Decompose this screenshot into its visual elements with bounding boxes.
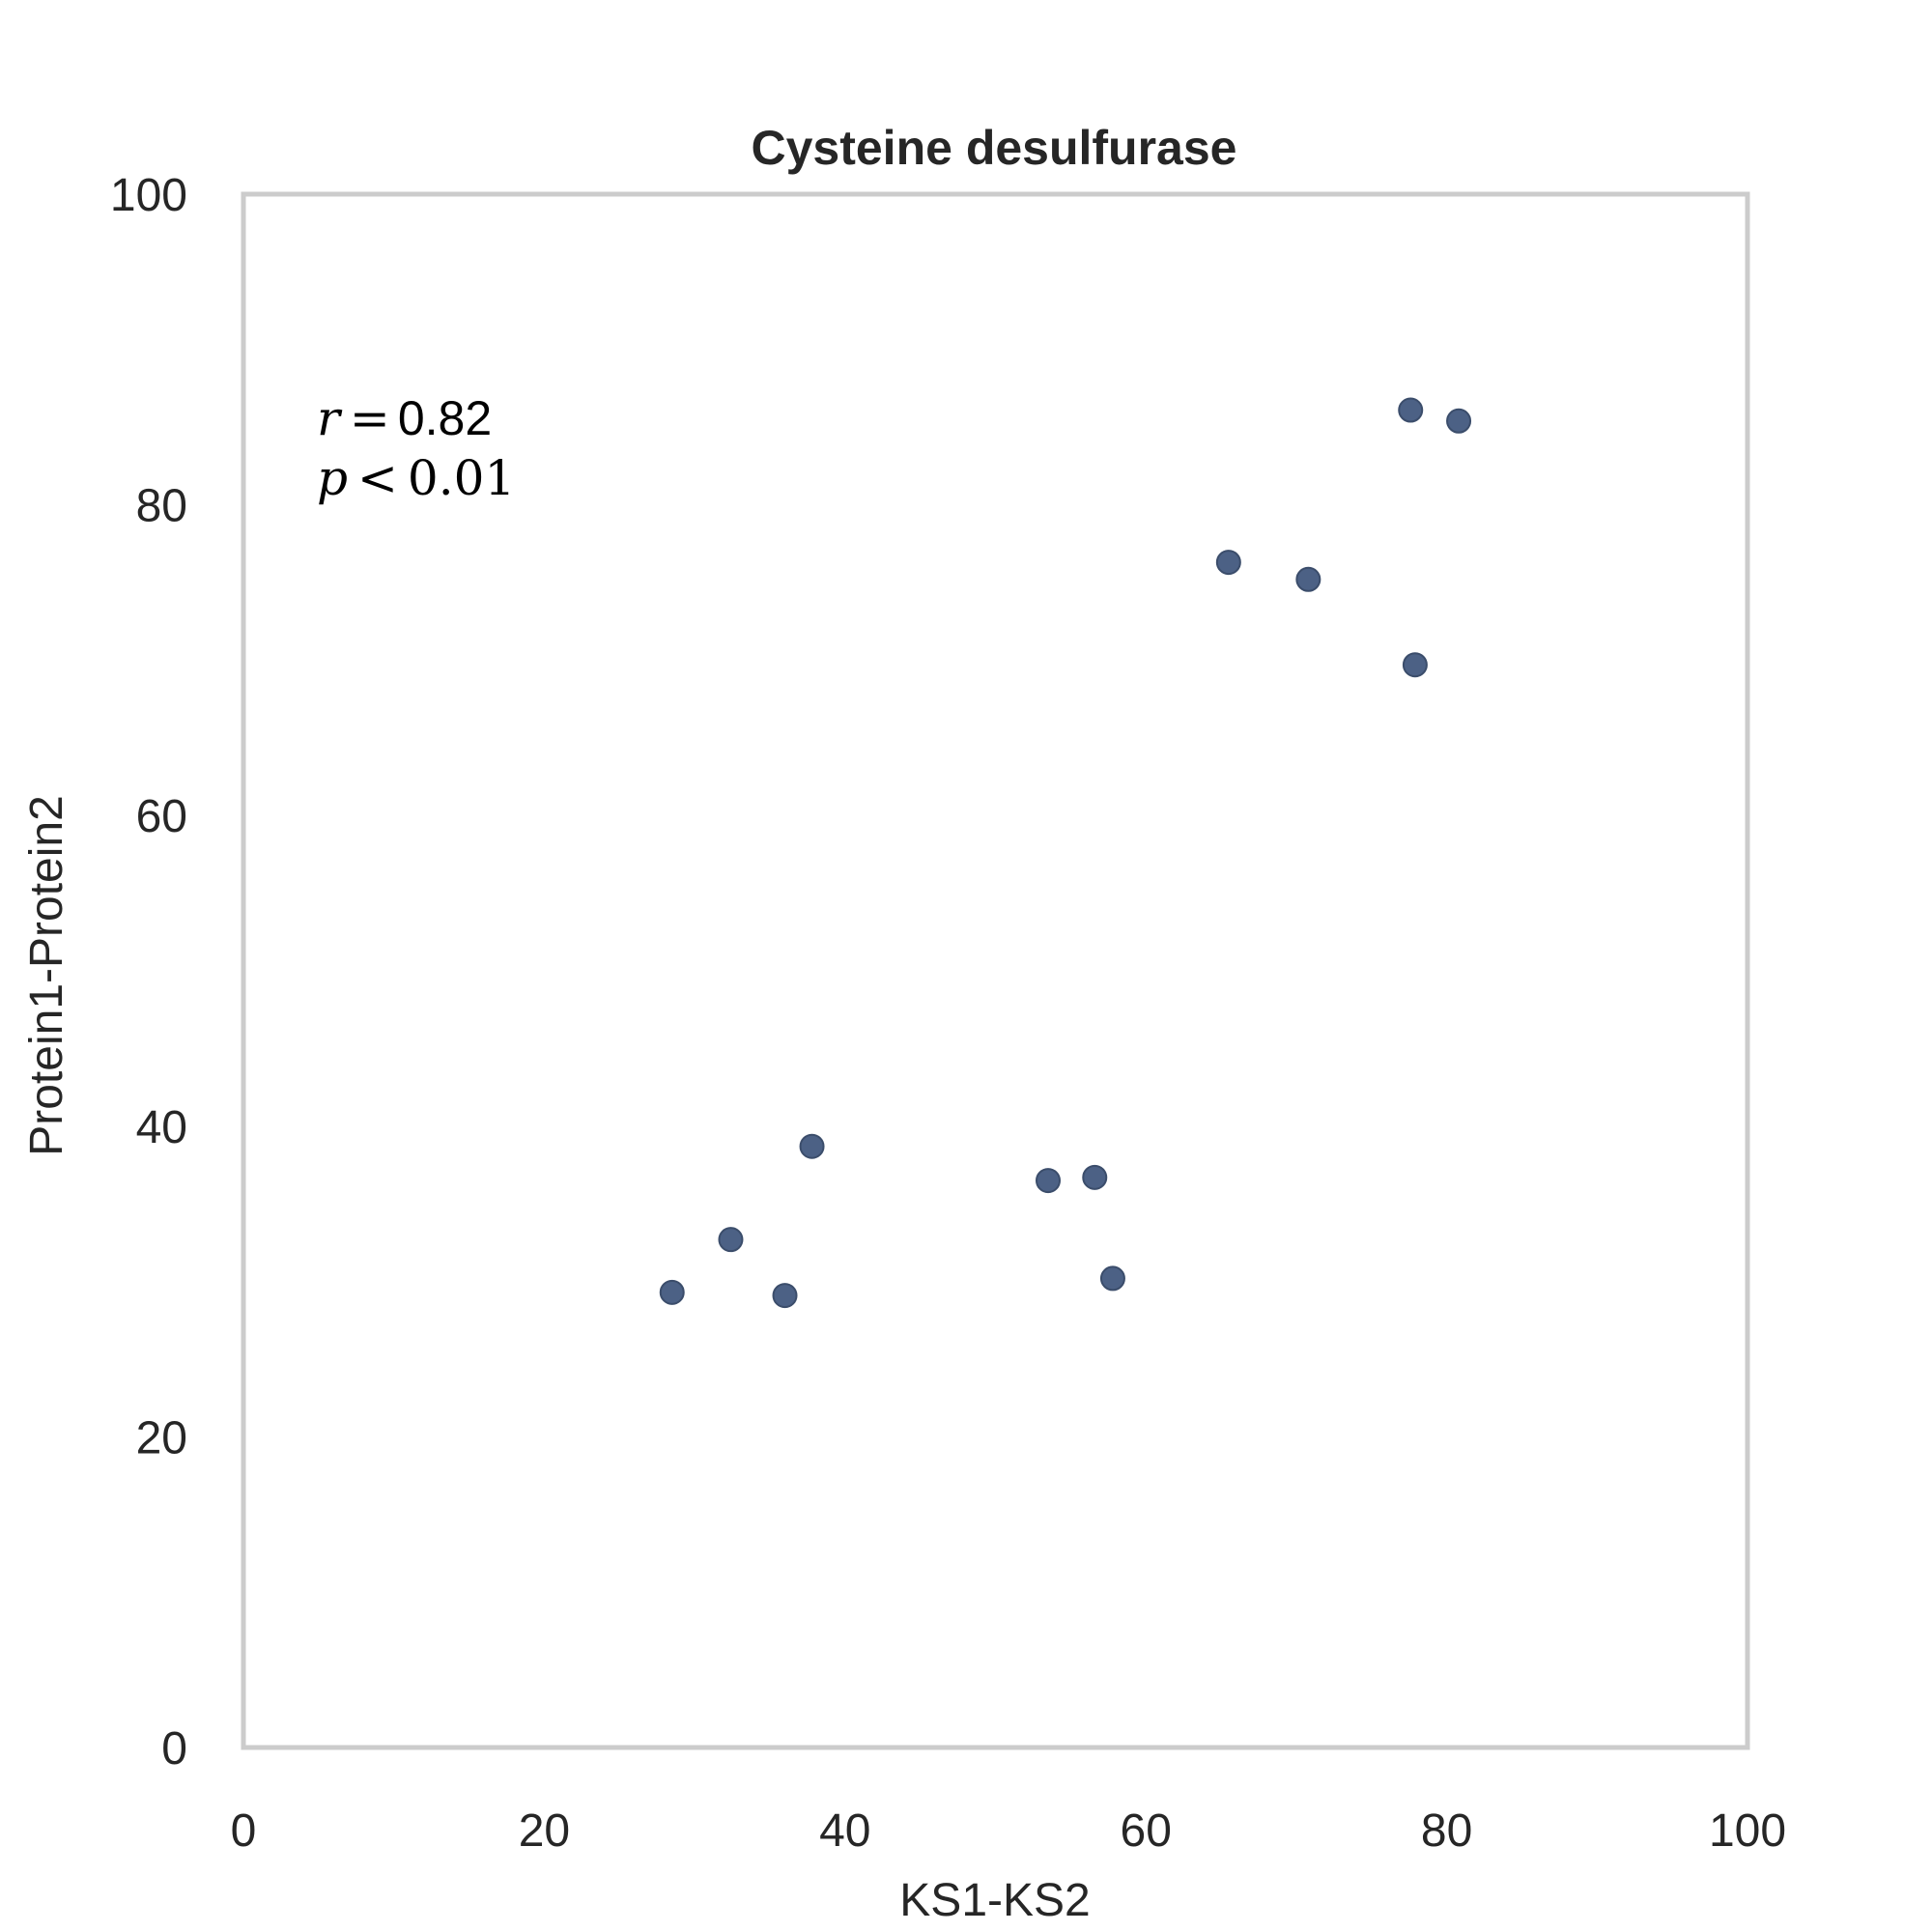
y-tick-label: 80: [136, 481, 187, 532]
data-point: [718, 1227, 744, 1253]
data-point: [1295, 566, 1321, 592]
x-tick-label: 20: [519, 1805, 570, 1857]
x-tick-label: 60: [1121, 1805, 1172, 1857]
equals-sign: =: [350, 390, 390, 446]
y-tick-label: 60: [136, 791, 187, 842]
data-point: [1398, 397, 1424, 423]
x-tick-label: 40: [819, 1805, 870, 1857]
x-tick-label: 100: [1709, 1805, 1786, 1857]
r-symbol: r: [317, 390, 343, 446]
data-point: [799, 1133, 825, 1159]
data-points: [659, 397, 1472, 1309]
x-tick-label: 0: [231, 1805, 257, 1857]
x-axis-label: KS1-KS2: [899, 1875, 1090, 1926]
x-tick-labels: 0 20 40 60 80 100: [231, 1805, 1786, 1857]
data-point: [1035, 1168, 1061, 1194]
plot-frame: [241, 191, 1750, 1750]
data-point: [1082, 1164, 1108, 1190]
y-tick-labels: 0 20 40 60 80 100: [110, 170, 187, 1775]
data-point: [1099, 1265, 1125, 1292]
data-point: [1215, 550, 1241, 576]
y-tick-label: 20: [136, 1412, 187, 1463]
data-point: [1402, 652, 1428, 678]
data-point: [772, 1283, 798, 1309]
x-tick-label: 80: [1421, 1805, 1472, 1857]
y-tick-label: 0: [161, 1723, 187, 1775]
p-value: 0.01: [408, 450, 515, 506]
p-symbol: p: [317, 450, 348, 506]
y-tick-label: 40: [136, 1102, 187, 1153]
y-tick-label: 100: [110, 170, 187, 221]
correlation-annotation: r = 0.82: [317, 390, 492, 446]
less-than-sign: <: [357, 450, 398, 506]
y-axis-label: Protein1-Protein2: [21, 795, 72, 1156]
p-value-annotation: p <0.01: [317, 450, 515, 506]
chart-title: Cysteine desulfurase: [752, 121, 1237, 175]
r-value: 0.82: [398, 391, 492, 445]
data-point: [1446, 408, 1472, 434]
data-point: [659, 1279, 685, 1305]
